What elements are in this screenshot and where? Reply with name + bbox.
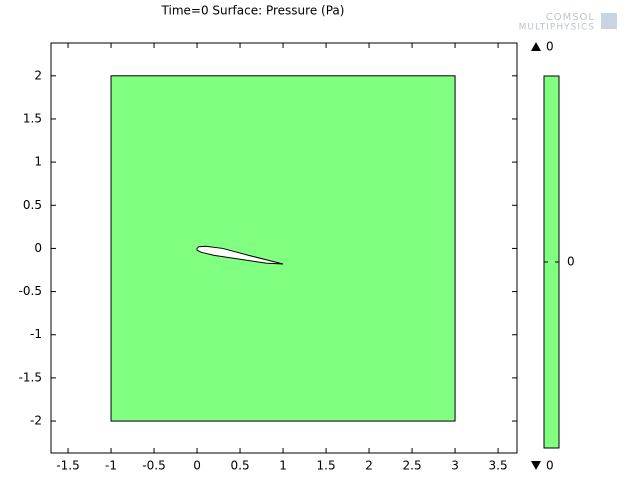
logo-icon <box>601 13 617 29</box>
colorbar-tick-label: 0 <box>567 255 575 269</box>
y-tick-label: 0.5 <box>23 198 42 212</box>
y-tick-label: 0 <box>34 241 42 255</box>
x-tick-label: 1 <box>279 459 287 473</box>
x-tick-label: 2 <box>365 459 373 473</box>
max-arrow <box>531 42 541 51</box>
x-tick-label: 3 <box>451 459 459 473</box>
y-tick-label: -2 <box>30 414 42 428</box>
y-tick-label: -1.5 <box>19 370 42 384</box>
domain <box>110 75 456 422</box>
x-tick-label: 2.5 <box>403 459 422 473</box>
x-tick-label: 0 <box>193 459 201 473</box>
logo-line: COMSOL <box>546 12 595 23</box>
y-tick-label: -0.5 <box>19 284 42 298</box>
min-arrow <box>531 461 541 470</box>
y-tick-label: 1 <box>34 155 42 169</box>
x-tick-label: 3.5 <box>489 459 508 473</box>
x-tick-label: -1 <box>105 459 117 473</box>
colorbar-max: 0 <box>546 40 554 54</box>
airfoil <box>196 245 284 265</box>
x-tick-label: 0.5 <box>231 459 250 473</box>
colorbar-min: 0 <box>546 459 554 473</box>
y-tick-label: 2 <box>34 68 42 82</box>
logo-line: MULTIPHYSICS <box>519 23 595 33</box>
chart-title: Time=0 Surface: Pressure (Pa) <box>161 4 345 18</box>
x-tick-label: -1.5 <box>56 459 79 473</box>
y-tick-label: 1.5 <box>23 111 42 125</box>
x-tick-label: -0.5 <box>142 459 165 473</box>
x-tick-label: 1.5 <box>317 459 336 473</box>
y-tick-label: -1 <box>30 327 42 341</box>
